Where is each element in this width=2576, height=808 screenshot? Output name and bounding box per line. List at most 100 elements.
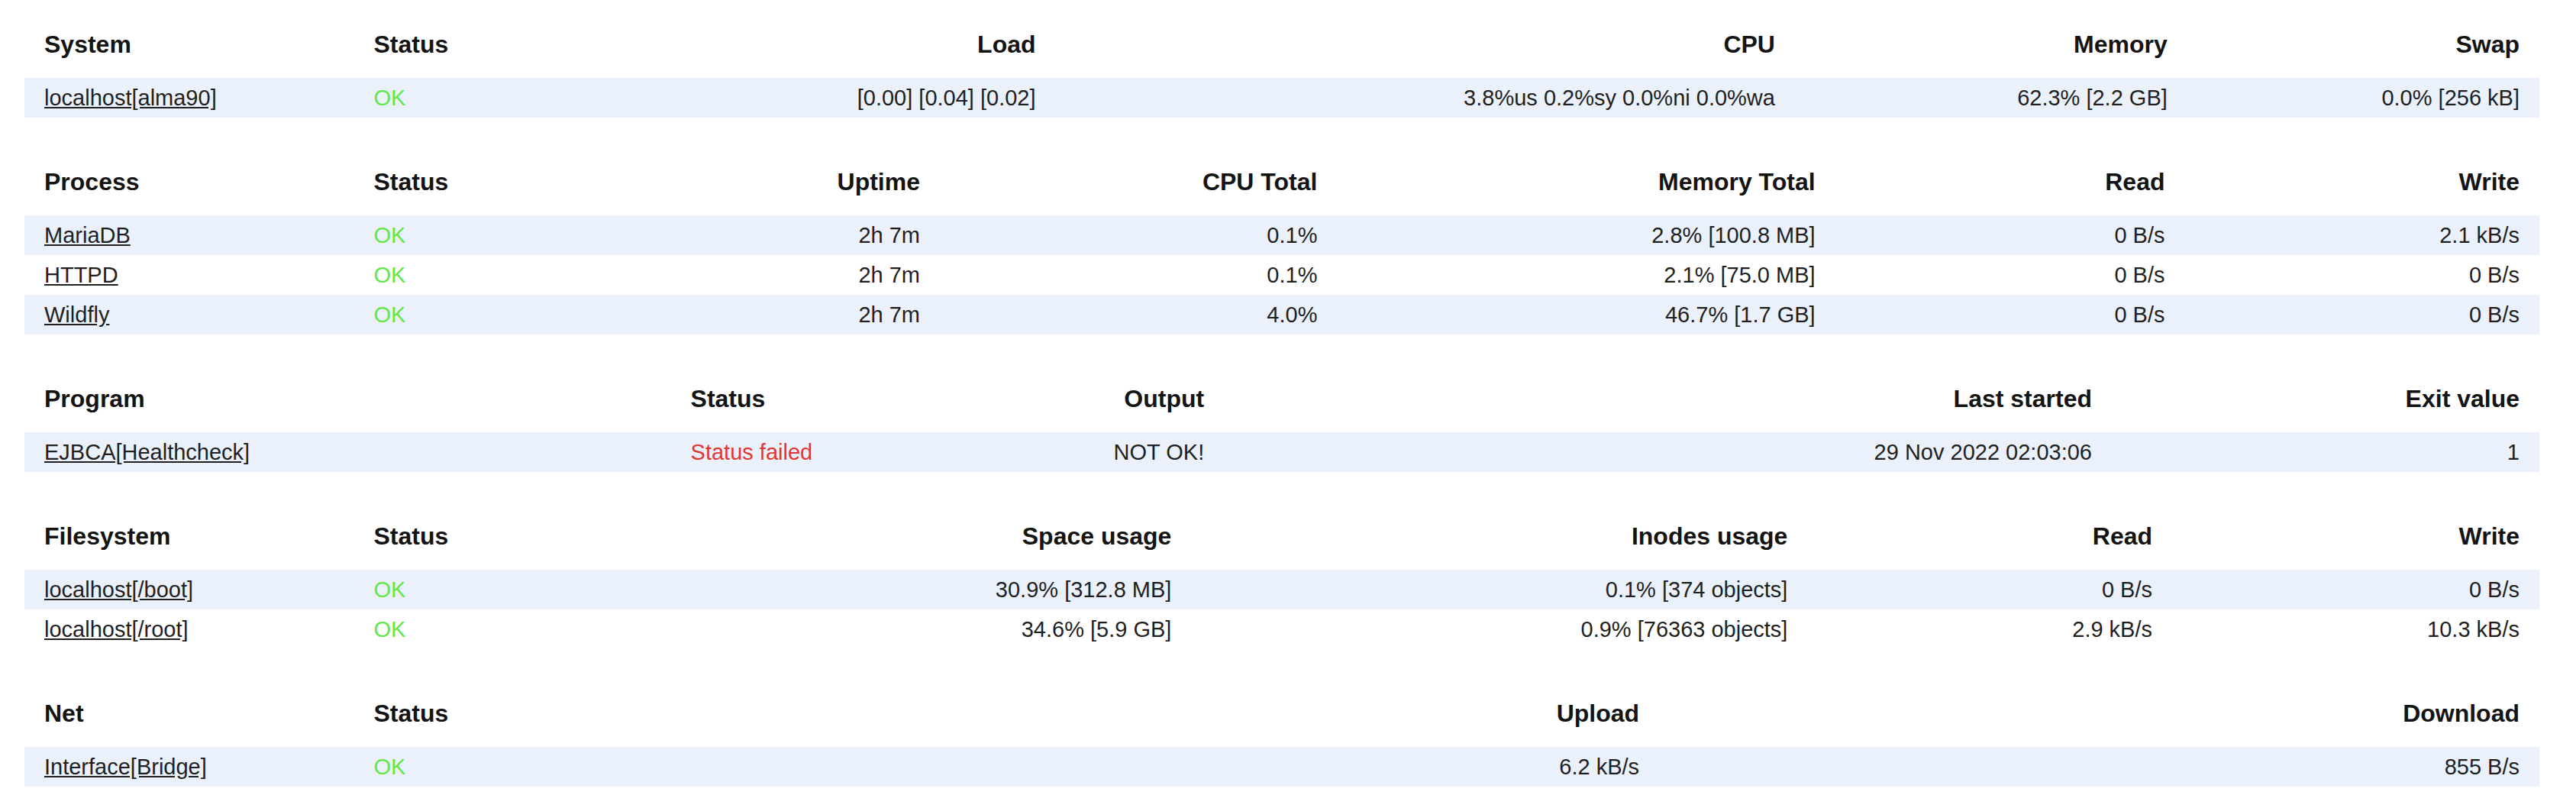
cell-status: OK: [354, 255, 646, 295]
column-header-swap: Swap: [2187, 11, 2539, 78]
cell-text: 0 B/s: [2114, 302, 2164, 327]
cell-cpu: 3.8%us 0.2%sy 0.0%ni 0.0%wa: [1056, 78, 1795, 118]
cell-write: 0 B/s: [2172, 570, 2539, 609]
status-failed-text: Status failed: [691, 440, 813, 464]
column-header-status: Status: [354, 148, 646, 215]
cell-text: 6.2 kB/s: [1559, 755, 1639, 779]
cell-swap: 0.0% [256 kB]: [2187, 78, 2539, 118]
monit-status-page: SystemStatusLoadCPUMemorySwap localhost[a…: [0, 0, 2576, 808]
cell-text: 3.8%us 0.2%sy 0.0%ni 0.0%wa: [1464, 86, 1775, 110]
filesystem-header-row: FilesystemStatusSpace usageInodes usageR…: [24, 503, 2539, 570]
cell-text: 62.3% [2.2 GB]: [2017, 86, 2168, 110]
cell-status: OK: [354, 295, 646, 335]
cell-text: 1: [2507, 440, 2520, 464]
cell-status: OK: [354, 747, 857, 787]
table-row: HTTPD OK 2h 7m 0.1% 2.1% [75.0 MB] 0 B/s 0 B/s: [24, 255, 2539, 295]
cell-status: Status failed: [671, 432, 947, 472]
cell-space-usage: 30.9% [312.8 MB]: [731, 570, 1192, 609]
cell-text: 855 B/s: [2445, 755, 2520, 779]
column-header-write: Write: [2184, 148, 2539, 215]
cell-upload: 6.2 kB/s: [857, 747, 1659, 787]
system-header-row: SystemStatusLoadCPUMemorySwap: [24, 11, 2539, 78]
cell-write: 2.1 kB/s: [2184, 215, 2539, 255]
filesystem-table: FilesystemStatusSpace usageInodes usageR…: [24, 503, 2539, 649]
cell-text: 2.1% [75.0 MB]: [1664, 263, 1815, 287]
table-row: Interface[Bridge] OK 6.2 kB/s 855 B/s: [24, 747, 2539, 787]
cell-text: [0.00] [0.04] [0.02]: [857, 86, 1036, 110]
cell-text: 0.1%: [1267, 263, 1317, 287]
cell-text: 0.1% [374 objects]: [1606, 577, 1788, 602]
program-table: ProgramStatusOutputLast startedExit valu…: [24, 365, 2539, 472]
service-link-wildfly[interactable]: Wildfly: [44, 302, 109, 327]
service-link-interface-bridge[interactable]: Interface[Bridge]: [44, 755, 207, 779]
cell-text: 2.9 kB/s: [2072, 617, 2152, 642]
cell-status: OK: [354, 570, 731, 609]
cell-program: EJBCA[Healthcheck]: [24, 432, 671, 472]
status-ok-text: OK: [374, 755, 406, 779]
column-header-upload: Upload: [857, 680, 1659, 747]
cell-text: 0 B/s: [2114, 223, 2164, 247]
cell-system: localhost[alma90]: [24, 78, 354, 118]
cell-process: HTTPD: [24, 255, 354, 295]
cell-read: 2.9 kB/s: [1807, 609, 2172, 649]
cell-text: 2h 7m: [858, 263, 920, 287]
cell-last-started: 29 Nov 2022 02:03:06: [1224, 432, 2112, 472]
cell-uptime: 2h 7m: [646, 255, 940, 295]
service-link-localhost-root[interactable]: localhost[/root]: [44, 617, 189, 642]
column-header-status: Status: [671, 365, 947, 432]
status-ok-text: OK: [374, 617, 406, 642]
table-row: MariaDBOK2h 7m0.1%2.8% [100.8 MB]0 B/s2.…: [24, 215, 2539, 255]
cell-text: 4.0%: [1267, 302, 1317, 327]
column-header-status: Status: [354, 11, 681, 78]
cell-text: 0 B/s: [2102, 577, 2152, 602]
cell-text: 2h 7m: [858, 302, 920, 327]
cell-space-usage: 34.6% [5.9 GB]: [731, 609, 1192, 649]
cell-status: OK: [354, 215, 646, 255]
service-link-localhost-boot[interactable]: localhost[/boot]: [44, 577, 193, 602]
service-link-mariadb[interactable]: MariaDB: [44, 223, 131, 247]
cell-inodes-usage: 0.1% [374 objects]: [1191, 570, 1807, 609]
column-header-read: Read: [1835, 148, 2185, 215]
column-header-program: Program: [24, 365, 671, 432]
column-header-uptime: Uptime: [646, 148, 940, 215]
cell-cpu-total: 0.1%: [940, 215, 1337, 255]
column-header-status: Status: [354, 503, 731, 570]
cell-cpu-total: 0.1%: [940, 255, 1337, 295]
cell-text: 30.9% [312.8 MB]: [996, 577, 1172, 602]
process-table: ProcessStatusUptimeCPU TotalMemory Total…: [24, 148, 2539, 335]
status-ok-text: OK: [374, 223, 406, 247]
cell-write: 0 B/s: [2184, 255, 2539, 295]
column-header-read: Read: [1807, 503, 2172, 570]
service-link-httpd[interactable]: HTTPD: [44, 263, 118, 287]
cell-text: NOT OK!: [1113, 440, 1204, 464]
cell-text: 46.7% [1.7 GB]: [1665, 302, 1816, 327]
cell-download: 855 B/s: [1659, 747, 2539, 787]
cell-process: Wildfly: [24, 295, 354, 335]
column-header-status: Status: [354, 680, 857, 747]
cell-memory-total: 2.1% [75.0 MB]: [1337, 255, 1835, 295]
cell-load: [0.00] [0.04] [0.02]: [681, 78, 1056, 118]
cell-text: 10.3 kB/s: [2427, 617, 2520, 642]
service-link-localhost-alma90[interactable]: localhost[alma90]: [44, 86, 217, 110]
column-header-load: Load: [681, 11, 1056, 78]
cell-net: Interface[Bridge]: [24, 747, 354, 787]
cell-text: 0 B/s: [2469, 263, 2520, 287]
cell-output: NOT OK!: [947, 432, 1224, 472]
column-header-inodes-usage: Inodes usage: [1191, 503, 1807, 570]
process-header-row: ProcessStatusUptimeCPU TotalMemory Total…: [24, 148, 2539, 215]
system-table: SystemStatusLoadCPUMemorySwap localhost[a…: [24, 11, 2539, 118]
service-link-ejbca-healthcheck[interactable]: EJBCA[Healthcheck]: [44, 440, 250, 464]
cell-read: 0 B/s: [1835, 255, 2185, 295]
net-table: NetStatusUploadDownloadInterface[Bridge]…: [24, 680, 2539, 787]
cell-text: 2.1 kB/s: [2439, 223, 2520, 247]
cell-text: 0.9% [76363 objects]: [1581, 617, 1788, 642]
status-ok-text: OK: [374, 86, 406, 110]
cell-text: 0.0% [256 kB]: [2381, 86, 2520, 110]
column-header-memory: Memory: [1795, 11, 2187, 78]
column-header-download: Download: [1659, 680, 2539, 747]
column-header-cpu-total: CPU Total: [940, 148, 1337, 215]
cell-status: OK: [354, 78, 681, 118]
cell-text: 29 Nov 2022 02:03:06: [1874, 440, 2092, 464]
net-header-row: NetStatusUploadDownload: [24, 680, 2539, 747]
tables-root: SystemStatusLoadCPUMemorySwap localhost[a…: [24, 11, 2539, 787]
